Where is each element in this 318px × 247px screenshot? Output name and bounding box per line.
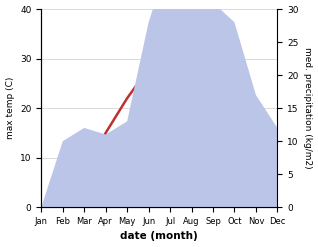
X-axis label: date (month): date (month) [121,231,198,242]
Y-axis label: med. precipitation (kg/m2): med. precipitation (kg/m2) [303,47,313,169]
Y-axis label: max temp (C): max temp (C) [5,77,15,139]
